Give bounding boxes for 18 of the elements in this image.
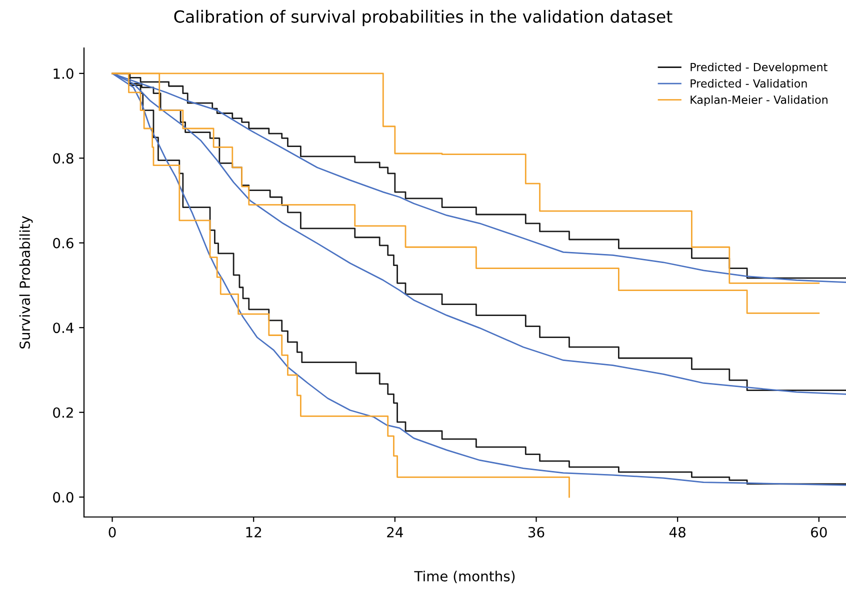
y-tick-label: 0.4: [53, 322, 74, 334]
x-tick-label: 24: [387, 526, 403, 538]
y-tick-label: 0.2: [53, 407, 73, 418]
x-tick-label: 12: [246, 526, 262, 538]
y-tick-label: 0.8: [53, 153, 74, 164]
x-axis-title: Time (months): [414, 570, 515, 584]
y-tick-label: 1.0: [54, 68, 74, 79]
legend-label: Kaplan-Meier - Validation: [690, 95, 828, 106]
legend-label: Predicted - Development: [690, 62, 828, 74]
x-tick-label: 48: [669, 526, 686, 538]
x-tick-label: 60: [811, 526, 827, 538]
x-tick-label: 0: [108, 526, 116, 538]
x-tick-label: 36: [528, 526, 544, 538]
y-tick-label: 0.6: [53, 238, 74, 248]
chart-title: Calibration of survival probabilities in the validation dataset: [174, 10, 672, 26]
y-axis-title: Survival Probability: [19, 216, 33, 348]
legend-label: Predicted - Validation: [690, 79, 807, 88]
y-tick-label: 0.0: [53, 492, 74, 503]
